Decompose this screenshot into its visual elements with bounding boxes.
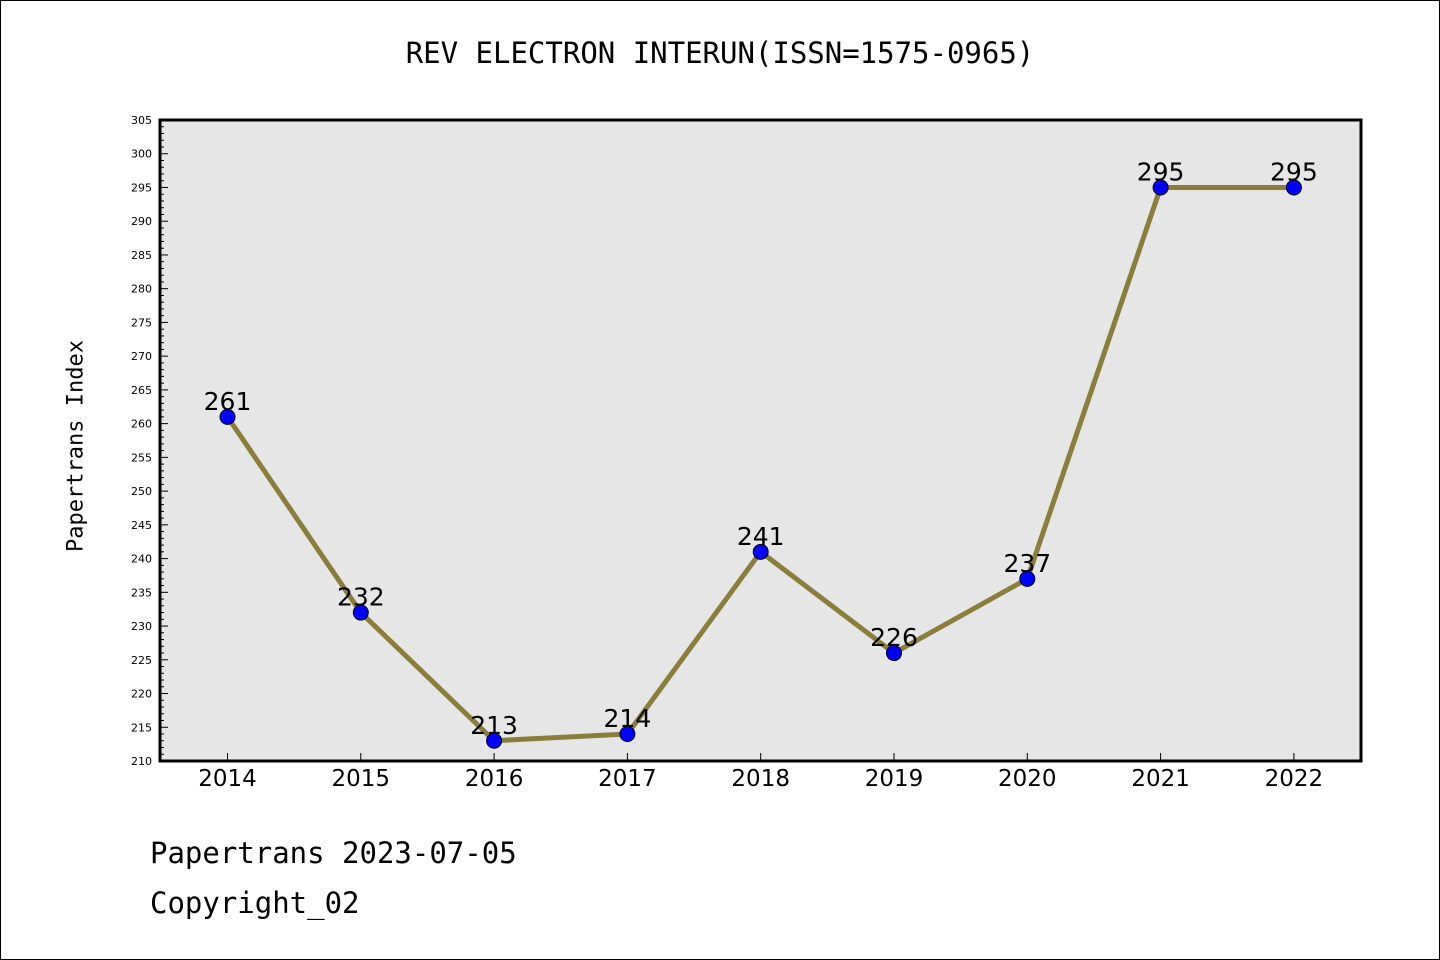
y-tick-label: 260 (131, 418, 152, 431)
data-point (1019, 570, 1036, 587)
x-tick-label: 2018 (731, 766, 790, 792)
y-tick-label: 250 (131, 485, 152, 498)
y-tick-label: 300 (131, 148, 152, 161)
data-label: 237 (1003, 549, 1051, 578)
y-tick-label: 210 (131, 755, 152, 768)
data-label: 213 (470, 711, 518, 740)
x-tick-label: 2017 (598, 766, 657, 792)
x-tick-label: 2020 (998, 766, 1057, 792)
data-label: 295 (1137, 157, 1185, 186)
y-tick-label: 290 (131, 215, 152, 228)
data-point (1152, 179, 1169, 196)
data-label: 261 (204, 387, 252, 416)
y-tick-label: 270 (131, 350, 152, 363)
data-points (219, 179, 1302, 749)
x-tick-label: 2015 (332, 766, 391, 792)
y-tick-label: 245 (131, 519, 152, 532)
chart-title: REV ELECTRON INTERUN(ISSN=1575-0965) (405, 36, 1035, 70)
data-labels: 261 232 213 214 241 226 237 295 295 (204, 157, 1318, 739)
data-point (352, 604, 369, 621)
y-tick-label: 280 (131, 283, 152, 296)
y-tick-label: 305 (131, 114, 152, 127)
y-axis: 210 215 220 225 230 235 240 245 250 255 260 265 270 2… (131, 114, 168, 768)
y-tick-label: 230 (131, 620, 152, 633)
data-label: 295 (1270, 157, 1318, 186)
data-label: 232 (337, 583, 385, 612)
data-point (219, 408, 236, 425)
y-tick-label: 215 (131, 721, 152, 734)
data-label: 214 (604, 704, 652, 733)
data-label: 226 (870, 623, 918, 652)
y-tick-label: 255 (131, 451, 152, 464)
y-tick-label: 240 (131, 553, 152, 566)
x-tick-label: 2022 (1265, 766, 1324, 792)
y-tick-label: 275 (131, 316, 152, 329)
data-point (619, 726, 636, 743)
y-tick-label: 295 (131, 181, 152, 194)
footer-source: Papertrans 2023-07-05 (150, 836, 517, 870)
data-point (1285, 179, 1302, 196)
x-tick-label: 2019 (865, 766, 924, 792)
data-point (486, 732, 503, 749)
plot-border (158, 118, 1363, 763)
y-tick-label: 235 (131, 586, 152, 599)
data-label: 241 (737, 522, 785, 551)
y-tick-label: 220 (131, 688, 152, 701)
y-tick-label: 265 (131, 384, 152, 397)
plot-area (160, 120, 1361, 761)
data-point (886, 645, 902, 662)
footer-copyright: Copyright_02 (150, 886, 360, 920)
x-tick-label: 2014 (198, 766, 257, 792)
x-tick-label: 2021 (1131, 766, 1190, 792)
data-point (752, 543, 769, 560)
y-tick-label: 285 (131, 249, 152, 262)
x-tick-label: 2016 (465, 766, 524, 792)
y-tick-label: 225 (131, 654, 152, 667)
